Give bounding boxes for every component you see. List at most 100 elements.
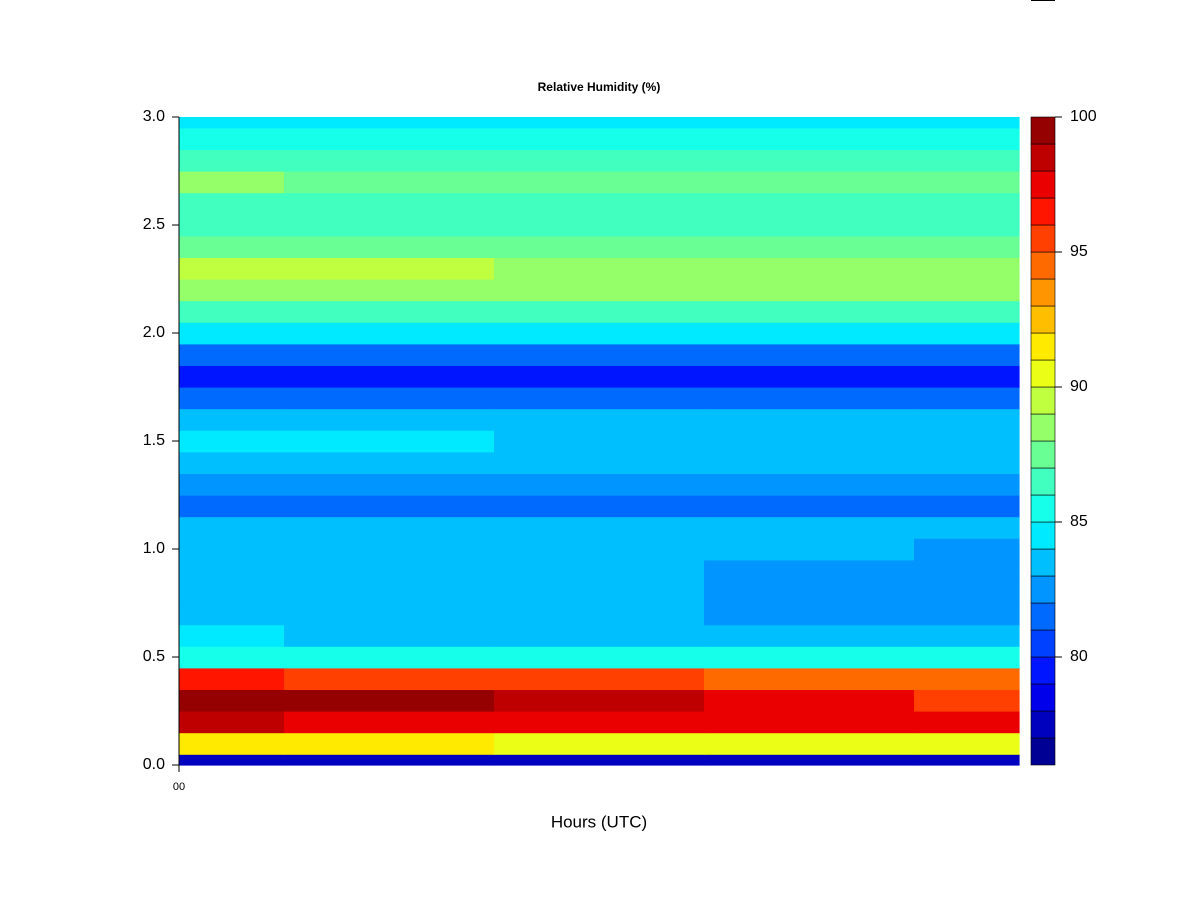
colorbar-swatch — [1030, 251, 1056, 280]
contour-cell — [284, 279, 495, 302]
x-tick-label: 00 — [173, 781, 185, 793]
contour-cell — [179, 117, 285, 129]
contour-cell — [284, 538, 495, 561]
colorbar-swatch — [1030, 224, 1056, 253]
contour-cell — [914, 732, 1020, 755]
contour-cell — [179, 516, 285, 539]
colorbar-swatch — [1030, 305, 1056, 334]
contour-cell — [494, 581, 705, 604]
contour-cell — [704, 559, 915, 582]
contour-cell — [494, 451, 705, 474]
contour-cell — [494, 300, 705, 323]
contour-cell — [704, 117, 915, 129]
contour-cell — [914, 149, 1020, 172]
contour-cell — [494, 171, 705, 194]
colorbar-swatch — [1030, 386, 1056, 415]
contour-cell — [494, 646, 705, 669]
contour-cell — [704, 365, 915, 388]
contour-cell — [284, 689, 495, 712]
contour-cell — [914, 300, 1020, 323]
contour-cell — [704, 192, 915, 215]
contour-cell — [494, 343, 705, 366]
contour-cell — [494, 559, 705, 582]
contour-cell — [284, 754, 495, 766]
contour-cell — [284, 430, 495, 453]
contour-cell — [494, 603, 705, 626]
contour-cell — [494, 711, 705, 734]
colorbar-swatch — [1030, 521, 1056, 550]
contour-cell — [914, 538, 1020, 561]
contour-cell — [284, 117, 495, 129]
colorbar-swatch — [1030, 359, 1056, 388]
contour-cell — [284, 214, 495, 237]
contour-cell — [704, 667, 915, 690]
colorbar-swatch — [1030, 683, 1056, 712]
contour-cell — [914, 235, 1020, 258]
contour-cell — [179, 257, 285, 280]
contour-cell — [284, 322, 495, 345]
contour-cell — [284, 473, 495, 496]
colorbar-swatch — [1030, 656, 1056, 685]
contour-cell — [704, 754, 915, 766]
contour-cell — [914, 667, 1020, 690]
contour-cell — [704, 171, 915, 194]
contour-cell — [284, 192, 495, 215]
contour-cell — [914, 192, 1020, 215]
contour-cell — [179, 667, 285, 690]
y-tick-label: 0.0 — [143, 756, 165, 773]
contour-cell — [284, 667, 495, 690]
contour-cell — [704, 235, 915, 258]
contour-cell — [494, 365, 705, 388]
corner-mark — [1031, 0, 1055, 1]
colorbar-tick-label: 100 — [1070, 108, 1097, 125]
chart-title: Relative Humidity (%) — [538, 80, 661, 94]
contour-cell — [179, 192, 285, 215]
contour-cell — [179, 214, 285, 237]
contour-cell — [284, 257, 495, 280]
contour-cell — [914, 451, 1020, 474]
contour-cell — [494, 322, 705, 345]
contour-cell — [179, 430, 285, 453]
contour-cell — [179, 127, 285, 150]
contour-cell — [704, 689, 915, 712]
contour-cell — [179, 343, 285, 366]
contour-cell — [179, 300, 285, 323]
colorbar-swatch — [1030, 440, 1056, 469]
contour-cell — [494, 279, 705, 302]
contour-cell — [914, 322, 1020, 345]
contour-cell — [284, 408, 495, 431]
contour-cell — [914, 430, 1020, 453]
contour-cell — [704, 149, 915, 172]
colorbar-swatch — [1030, 278, 1056, 307]
contour-cell — [179, 732, 285, 755]
contour-cell — [914, 603, 1020, 626]
y-tick-label: 1.5 — [143, 432, 165, 449]
contour-cell — [284, 387, 495, 410]
contour-cell — [179, 171, 285, 194]
contour-cell — [914, 516, 1020, 539]
colorbar-swatch — [1030, 548, 1056, 577]
contour-cell — [494, 473, 705, 496]
contour-cell — [914, 624, 1020, 647]
colorbar-tick-label: 90 — [1070, 378, 1088, 395]
contour-cell — [704, 279, 915, 302]
contour-cell — [179, 408, 285, 431]
contour-cell — [494, 667, 705, 690]
contour-cell — [704, 322, 915, 345]
contour-cell — [704, 646, 915, 669]
contour-cell — [704, 343, 915, 366]
contour-cell — [494, 117, 705, 129]
contour-cell — [704, 430, 915, 453]
contour-cell — [704, 624, 915, 647]
contour-cell — [179, 279, 285, 302]
contour-cell — [494, 430, 705, 453]
contour-cell — [914, 495, 1020, 518]
contour-cell — [914, 365, 1020, 388]
contour-cell — [494, 192, 705, 215]
contour-cell — [704, 581, 915, 604]
contour-cell — [494, 516, 705, 539]
contour-cell — [494, 624, 705, 647]
contour-cell — [179, 322, 285, 345]
contour-cell — [179, 711, 285, 734]
contour-cell — [494, 257, 705, 280]
